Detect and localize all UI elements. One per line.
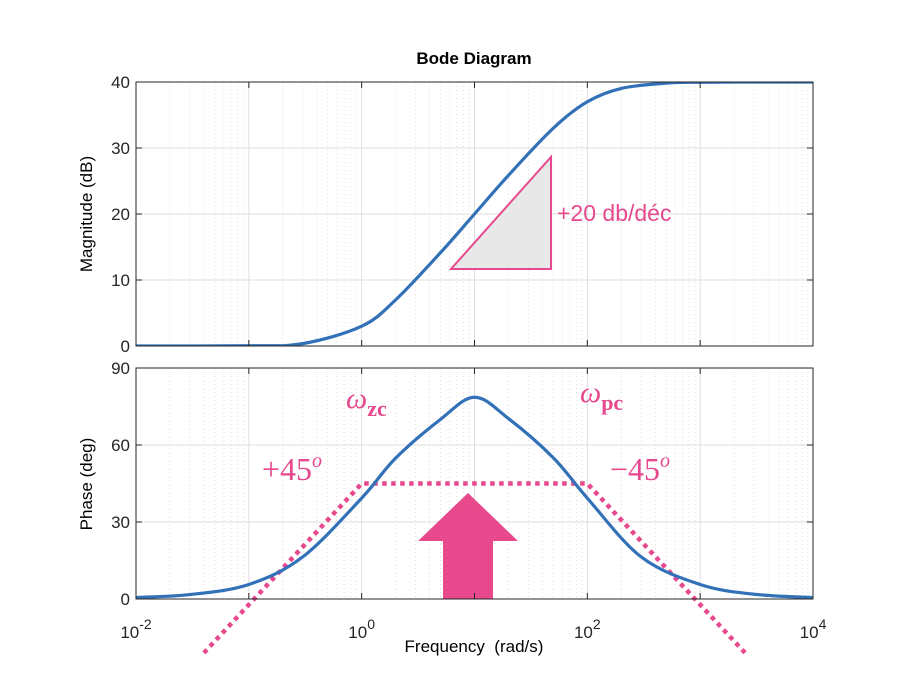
phase-curve [136, 395, 813, 599]
axis-ticks: 0 10 20 30 40 0 30 60 90 10-2 100 102 104 [111, 73, 826, 642]
phase-ytick-label: 30 [111, 513, 130, 532]
slope-annotation: +20 db/déc [557, 200, 671, 226]
magnitude-ytick-label: 0 [121, 337, 130, 356]
omega-pc-label: ωpc [580, 376, 623, 415]
phase-boost-arrow [418, 493, 518, 599]
magnitude-ytick-label: 40 [111, 73, 130, 92]
xtick-label: 102 [574, 616, 601, 642]
phase-ytick-label: 0 [121, 590, 130, 609]
minus-45-label: −45o [610, 450, 670, 487]
omega-zc-label: ωzc [346, 382, 387, 421]
xtick-label: 104 [800, 616, 827, 642]
phase-ytick-label: 90 [111, 359, 130, 378]
phase-curve-layer [136, 395, 813, 655]
slope-triangle [448, 154, 552, 270]
frequency-xlabel: Frequency (rad/s) [405, 637, 544, 656]
xtick-label: 10-2 [120, 616, 152, 642]
magnitude-ylabel: Magnitude (dB) [77, 156, 96, 272]
magnitude-ytick-label: 30 [111, 139, 130, 158]
phase-curve-clip [136, 395, 813, 599]
phase-ylabel: Phase (deg) [77, 438, 96, 531]
phase-asymptote [202, 481, 747, 655]
magnitude-ytick-label: 20 [111, 205, 130, 224]
phase-ytick-label: 60 [111, 436, 130, 455]
plus-45-label: +45o [262, 450, 322, 487]
xtick-label: 100 [348, 616, 375, 642]
magnitude-ytick-label: 10 [111, 271, 130, 290]
chart-title: Bode Diagram [416, 49, 531, 68]
